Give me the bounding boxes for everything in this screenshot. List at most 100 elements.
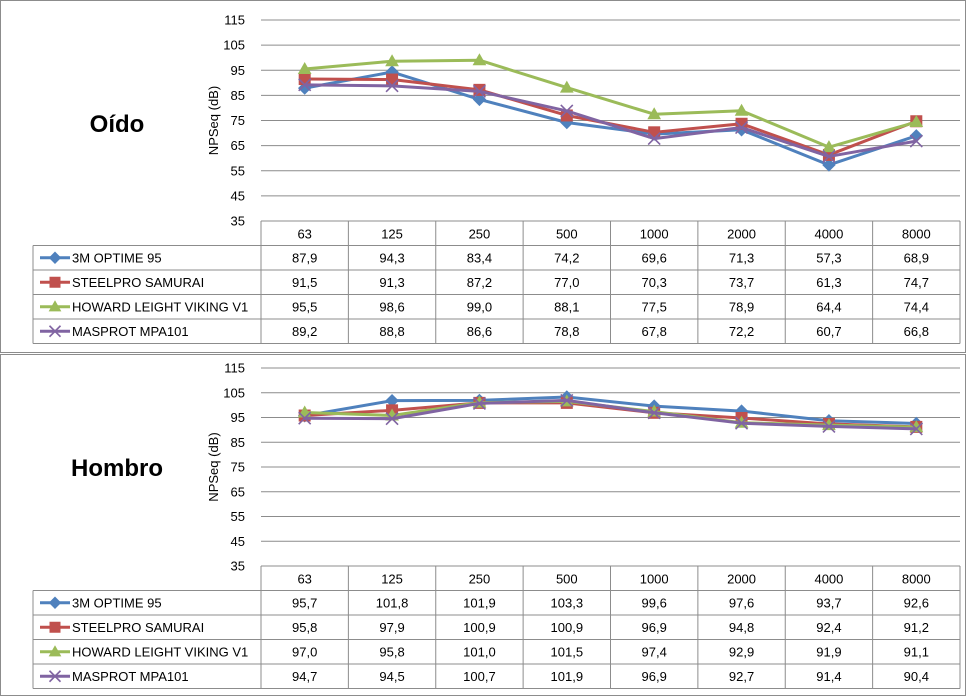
table-cell: 69,6 xyxy=(642,250,667,265)
table-cell: 77,0 xyxy=(554,275,579,290)
legend-key xyxy=(40,621,70,633)
table-cell: 101,0 xyxy=(463,644,496,659)
data-point xyxy=(822,140,836,153)
table-cell: 92,9 xyxy=(729,644,754,659)
table-cell: 101,9 xyxy=(463,595,496,610)
data-point xyxy=(909,114,924,128)
table-cell: 92,4 xyxy=(816,620,841,635)
data-point xyxy=(385,412,399,426)
table-cell: 91,2 xyxy=(904,620,929,635)
legend-label: STEELPRO SAMURAI xyxy=(72,620,204,635)
table-cell: 98,6 xyxy=(379,299,404,314)
table-cell: 78,8 xyxy=(554,324,579,339)
table-cell: 101,5 xyxy=(551,644,584,659)
table-cell: 87,9 xyxy=(292,250,317,265)
legend-key xyxy=(40,670,70,683)
table-cell: 94,5 xyxy=(379,669,404,684)
legend-key xyxy=(40,251,70,264)
y-tick-label: 85 xyxy=(231,88,245,103)
table-cell: 94,7 xyxy=(292,669,317,684)
x-tick-label: 2000 xyxy=(727,571,756,586)
data-point xyxy=(647,132,661,146)
x-tick-label: 8000 xyxy=(902,571,931,586)
table-cell: 95,8 xyxy=(379,644,404,659)
table-cell: 101,9 xyxy=(551,669,584,684)
legend-label: MASPROT MPA101 xyxy=(72,324,189,339)
data-point xyxy=(298,73,311,86)
y-tick-label: 35 xyxy=(231,214,245,229)
table-cell: 92,6 xyxy=(904,595,929,610)
table-cell: 83,4 xyxy=(467,250,492,265)
series-line xyxy=(304,398,917,431)
table-cell: 100,7 xyxy=(463,669,496,684)
x-tick-label: 125 xyxy=(381,226,403,241)
x-tick-label: 1000 xyxy=(640,226,669,241)
chart-panel-oido: 35 45 55 65 75 85 95 105 115 NPSeq (dB) Oído 63 125 2… xyxy=(0,0,966,353)
table-cell: 95,8 xyxy=(292,620,317,635)
series-line xyxy=(304,395,917,425)
y-axis-label: NPSeq (dB) xyxy=(206,432,221,501)
y-tick-label: 75 xyxy=(231,113,245,128)
data-point xyxy=(472,92,487,107)
series-masprot-mpa101 xyxy=(298,78,923,163)
table-cell: 72,2 xyxy=(729,324,754,339)
legend-key xyxy=(40,276,70,288)
table-cell: 74,4 xyxy=(904,299,929,314)
table-cell: 87,2 xyxy=(467,275,492,290)
data-point xyxy=(822,158,836,172)
data-point xyxy=(647,406,661,420)
table-cell: 97,6 xyxy=(729,595,754,610)
x-tick-label: 1000 xyxy=(640,571,669,586)
data-point xyxy=(735,117,748,130)
table-cell: 103,3 xyxy=(551,595,584,610)
table-cell: 70,3 xyxy=(642,275,667,290)
y-tick-label: 95 xyxy=(231,63,245,78)
table-cell: 61,3 xyxy=(816,275,841,290)
table-cell: 91,4 xyxy=(816,669,841,684)
table-cell: 66,8 xyxy=(904,324,929,339)
table-cell: 99,0 xyxy=(467,299,492,314)
table-cell: 96,9 xyxy=(642,669,667,684)
table-cell: 88,8 xyxy=(379,324,404,339)
table-cell: 64,4 xyxy=(816,299,841,314)
table-cell: 91,3 xyxy=(379,275,404,290)
y-tick-label: 95 xyxy=(231,410,245,425)
y-tick-label: 45 xyxy=(231,188,245,203)
y-tick-label: 55 xyxy=(231,509,245,524)
x-tick-label: 500 xyxy=(556,226,578,241)
table-cell: 99,6 xyxy=(642,595,667,610)
table-cell: 91,5 xyxy=(292,275,317,290)
table-cell: 77,5 xyxy=(642,299,667,314)
table-cell: 95,7 xyxy=(292,595,317,610)
legend-label: HOWARD LEIGHT VIKING V1 xyxy=(72,299,248,314)
data-point xyxy=(560,104,574,118)
x-tick-label: 125 xyxy=(381,571,403,586)
x-tick-label: 63 xyxy=(297,226,311,241)
legend-key xyxy=(40,300,70,312)
table-cell: 91,9 xyxy=(816,644,841,659)
series-howard-leight-viking-v1 xyxy=(297,53,924,153)
legend-label: MASPROT MPA101 xyxy=(72,669,189,684)
y-axis-label: NPSeq (dB) xyxy=(206,86,221,155)
y-tick-label: 55 xyxy=(231,163,245,178)
table-cell: 78,9 xyxy=(729,299,754,314)
x-tick-label: 8000 xyxy=(902,226,931,241)
x-tick-label: 63 xyxy=(297,571,311,586)
data-point xyxy=(559,80,574,93)
data-point xyxy=(734,416,749,430)
legend-label: 3M OPTIME 95 xyxy=(72,250,162,265)
table-cell: 74,7 xyxy=(904,275,929,290)
series-line xyxy=(304,83,917,158)
x-tick-label: 500 xyxy=(556,571,578,586)
y-tick-label: 85 xyxy=(231,435,245,450)
table-cell: 96,9 xyxy=(642,620,667,635)
y-tick-label: 115 xyxy=(224,361,245,376)
data-point xyxy=(298,411,312,425)
data-point xyxy=(822,419,836,433)
y-tick-label: 65 xyxy=(231,138,245,153)
table-cell: 100,9 xyxy=(551,620,584,635)
x-tick-label: 2000 xyxy=(727,226,756,241)
data-point xyxy=(560,393,574,407)
panel-title: Oído xyxy=(90,111,145,138)
